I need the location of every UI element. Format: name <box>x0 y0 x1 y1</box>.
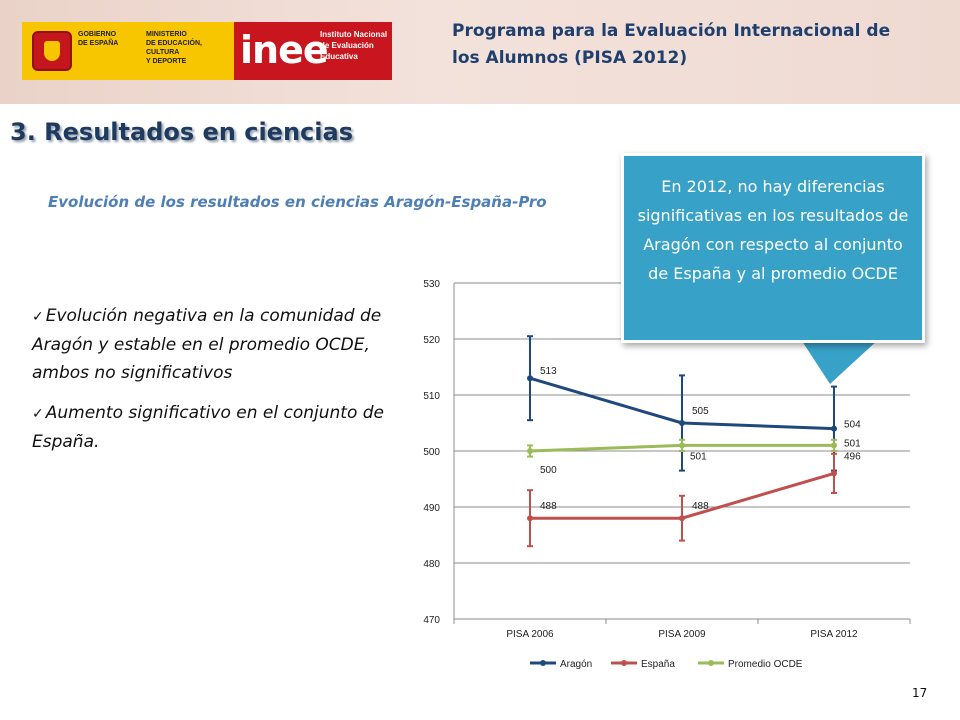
data-point <box>831 470 837 477</box>
y-tick-label: 490 <box>423 503 440 514</box>
chart-subtitle: Evolución de los resultados en ciencias … <box>48 193 547 211</box>
inee-subtitle: Instituto Nacional de Evaluación Educati… <box>320 30 388 61</box>
bullet-item: ✓ Evolución negativa en la comunidad de A… <box>32 302 400 387</box>
inee-logo: inee Instituto Nacional de Evaluación Ed… <box>234 22 392 80</box>
data-label: 488 <box>540 501 557 512</box>
callout-box: En 2012, no hay diferencias significativ… <box>624 156 922 340</box>
legend-marker <box>621 660 627 666</box>
bullet-list: ✓ Evolución negativa en la comunidad de A… <box>32 302 400 468</box>
y-tick-label: 530 <box>423 279 440 290</box>
x-tick-label: PISA 2009 <box>658 629 706 640</box>
x-tick-label: PISA 2006 <box>506 629 554 640</box>
checkmark-icon: ✓ <box>32 406 44 422</box>
header-banner: GOBIERNO DE ESPAÑA MINISTERIO DE EDUCACI… <box>0 0 960 104</box>
government-logo: GOBIERNO DE ESPAÑA MINISTERIO DE EDUCACI… <box>22 22 234 80</box>
program-title: Programa para la Evaluación Internaciona… <box>452 21 891 68</box>
data-point <box>527 515 533 522</box>
data-label: 488 <box>692 501 709 512</box>
data-label: 513 <box>540 366 557 377</box>
inee-wordmark: inee <box>240 28 329 72</box>
bullet-text: Evolución negativa en la comunidad de Ar… <box>32 306 382 383</box>
y-tick-label: 480 <box>423 559 440 570</box>
data-point <box>831 442 837 449</box>
legend-label: Aragón <box>560 659 592 670</box>
data-point <box>831 425 837 432</box>
legend-label: Promedio OCDE <box>728 659 803 670</box>
data-label: 496 <box>844 451 861 462</box>
data-label: 501 <box>690 451 707 462</box>
data-point <box>527 375 533 382</box>
bullet-text: Aumento significativo en el conjunto de … <box>32 403 385 452</box>
ministry-text: MINISTERIO DE EDUCACIÓN, CULTURA Y DEPOR… <box>146 31 203 65</box>
data-label: 505 <box>692 406 709 417</box>
checkmark-icon: ✓ <box>32 309 44 325</box>
legend-marker <box>708 660 714 666</box>
data-point <box>679 420 685 426</box>
coat-of-arms-icon <box>32 31 72 71</box>
y-tick-label: 470 <box>423 615 440 626</box>
bullet-item: ✓ Aumento significativo en el conjunto de… <box>32 399 400 456</box>
callout-text: En 2012, no hay diferencias significativ… <box>637 177 909 283</box>
legend-label: España <box>641 659 675 670</box>
y-tick-label: 510 <box>423 391 440 402</box>
y-tick-label: 520 <box>423 335 440 346</box>
data-point <box>679 515 685 522</box>
slide-title: 3. Resultados en ciencias <box>10 118 353 146</box>
callout-pointer <box>800 338 880 384</box>
legend-marker <box>540 660 546 666</box>
government-text: GOBIERNO DE ESPAÑA <box>78 31 119 47</box>
data-label: 501 <box>844 438 861 449</box>
y-tick-label: 500 <box>423 447 440 458</box>
line-chart: 470 480 490 500 510 520 530 PISA 2006 PISA 2009 P… <box>423 279 911 670</box>
x-tick-label: PISA 2012 <box>810 629 858 640</box>
page-number: 17 <box>912 686 928 700</box>
data-point <box>527 448 533 454</box>
data-label: 504 <box>844 420 861 431</box>
data-point <box>679 442 685 449</box>
logo-block: GOBIERNO DE ESPAÑA MINISTERIO DE EDUCACI… <box>22 22 392 80</box>
data-label: 500 <box>540 465 557 476</box>
